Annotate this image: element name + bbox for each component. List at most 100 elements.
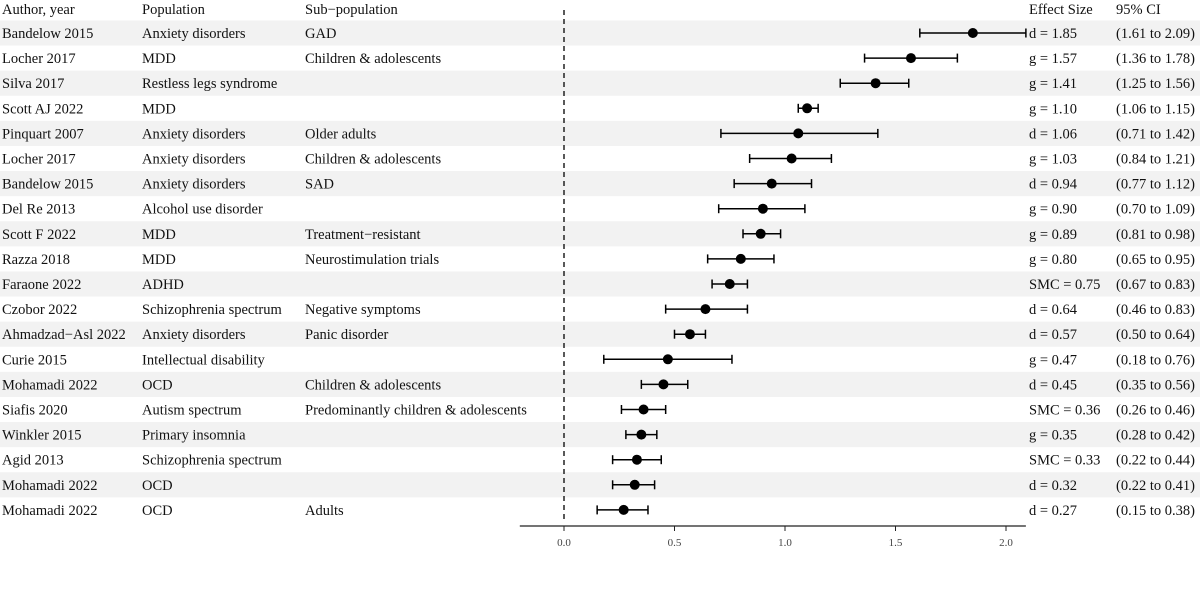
effect-point: [802, 103, 813, 114]
effect-point: [631, 454, 642, 465]
effect-size-label: SMC = 0.75: [1029, 277, 1100, 293]
author-label: Razza 2018: [2, 252, 70, 268]
author-label: Winkler 2015: [2, 428, 82, 444]
effect-size-label: d = 0.27: [1029, 503, 1077, 519]
author-label: Locher 2017: [2, 51, 76, 67]
effect-size-label: g = 0.80: [1029, 252, 1077, 268]
row-labels: Bandelow 2015 Anxiety disorders GAD d = 1.8…: [2, 26, 1195, 519]
author-label: Curie 2015: [2, 352, 67, 368]
author-label: Ahmadzad−Asl 2022: [2, 327, 126, 343]
effect-point: [629, 479, 640, 490]
x-tick-label: 2.0: [999, 537, 1013, 549]
ci-label: (0.77 to 1.12): [1116, 177, 1195, 193]
population-label: Autism spectrum: [142, 403, 242, 419]
author-label: Scott F 2022: [2, 227, 76, 243]
author-label: Czobor 2022: [2, 302, 77, 318]
effect-point: [636, 429, 647, 440]
subpopulation-label: Panic disorder: [305, 327, 389, 343]
ci-label: (0.81 to 0.98): [1116, 227, 1195, 243]
subpopulation-label: Predominantly children & adolescents: [305, 403, 527, 419]
ci-label: (0.67 to 0.83): [1116, 277, 1195, 293]
population-label: Anxiety disorders: [142, 126, 246, 142]
effect-size-label: SMC = 0.33: [1029, 453, 1100, 469]
effect-size-label: d = 0.57: [1029, 327, 1077, 343]
author-label: Faraone 2022: [2, 277, 81, 293]
effect-point: [766, 178, 777, 189]
effect-size-label: g = 0.90: [1029, 202, 1077, 218]
effect-point: [757, 203, 768, 214]
ci-label: (0.18 to 0.76): [1116, 352, 1195, 368]
plot-area: [563, 10, 1027, 523]
author-label: Agid 2013: [2, 453, 64, 469]
subpopulation-label: Children & adolescents: [305, 51, 441, 67]
ci-label: (0.26 to 0.46): [1116, 403, 1195, 419]
population-label: Schizophrenia spectrum: [142, 302, 282, 318]
header-population: Population: [142, 2, 206, 18]
subpopulation-label: Neurostimulation trials: [305, 252, 439, 268]
ci-label: (0.35 to 0.56): [1116, 377, 1195, 393]
ci-label: (1.36 to 1.78): [1116, 51, 1195, 67]
author-label: Locher 2017: [2, 152, 76, 168]
ci-label: (0.50 to 0.64): [1116, 327, 1195, 343]
ci-label: (0.84 to 1.21): [1116, 152, 1195, 168]
ci-label: (0.15 to 0.38): [1116, 503, 1195, 519]
population-label: MDD: [142, 252, 176, 268]
effect-size-label: g = 0.47: [1029, 352, 1077, 368]
population-label: Anxiety disorders: [142, 177, 246, 193]
subpopulation-label: GAD: [305, 26, 336, 42]
author-label: Del Re 2013: [2, 202, 75, 218]
row-stripe: [0, 221, 1200, 247]
population-label: Anxiety disorders: [142, 26, 246, 42]
header-effect-size: Effect Size: [1029, 2, 1093, 18]
ci-label: (0.46 to 0.83): [1116, 302, 1195, 318]
subpopulation-label: SAD: [305, 177, 334, 193]
column-headers: Author, year Population Sub−population E…: [2, 2, 1161, 18]
effect-point: [905, 53, 916, 64]
effect-point: [658, 379, 669, 390]
population-label: Anxiety disorders: [142, 327, 246, 343]
effect-size-label: d = 0.45: [1029, 377, 1077, 393]
row-stripe: [0, 70, 1200, 96]
author-label: Siafis 2020: [2, 403, 68, 419]
ci-label: (0.65 to 0.95): [1116, 252, 1195, 268]
row-stripe: [0, 472, 1200, 498]
effect-point: [684, 329, 695, 340]
effect-size-label: d = 1.85: [1029, 26, 1077, 42]
row-stripe: [0, 271, 1200, 297]
row-stripe: [0, 371, 1200, 397]
author-label: Mohamadi 2022: [2, 503, 97, 519]
author-label: Bandelow 2015: [2, 177, 93, 193]
population-label: OCD: [142, 503, 173, 519]
effect-size-label: d = 0.94: [1029, 177, 1078, 193]
population-label: MDD: [142, 51, 176, 67]
effect-point: [735, 253, 746, 264]
subpopulation-label: Negative symptoms: [305, 302, 421, 318]
author-label: Pinquart 2007: [2, 126, 84, 142]
row-stripe: [0, 321, 1200, 347]
population-label: MDD: [142, 227, 176, 243]
x-tick-label: 0.0: [557, 537, 571, 549]
effect-point: [618, 504, 629, 515]
x-tick-label: 0.5: [668, 537, 682, 549]
effect-point: [786, 153, 797, 164]
population-label: Alcohol use disorder: [142, 202, 263, 218]
author-label: Silva 2017: [2, 76, 64, 92]
subpopulation-label: Treatment−resistant: [305, 227, 421, 243]
x-tick-label: 1.0: [778, 537, 792, 549]
effect-size-label: g = 0.89: [1029, 227, 1077, 243]
ci-label: (0.71 to 1.42): [1116, 126, 1195, 142]
subpopulation-label: Children & adolescents: [305, 377, 441, 393]
effect-size-label: d = 0.64: [1029, 302, 1078, 318]
author-label: Mohamadi 2022: [2, 478, 97, 494]
effect-point: [724, 279, 735, 289]
effect-size-label: g = 1.57: [1029, 51, 1077, 67]
x-tick-label: 1.5: [889, 537, 903, 549]
population-label: OCD: [142, 478, 173, 494]
row-stripe: [0, 422, 1200, 448]
author-label: Mohamadi 2022: [2, 377, 97, 393]
effect-point: [793, 128, 804, 139]
header-subpopulation: Sub−population: [305, 2, 399, 18]
effect-point: [755, 228, 766, 239]
row-stripes: [0, 20, 1200, 498]
